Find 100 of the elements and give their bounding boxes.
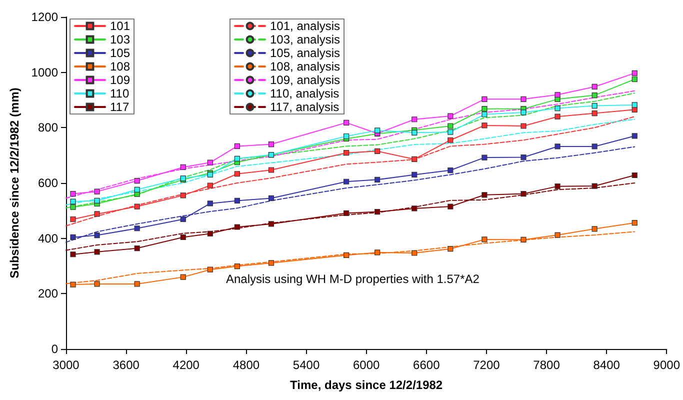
point bbox=[134, 186, 140, 192]
point bbox=[374, 250, 380, 256]
point bbox=[268, 221, 274, 227]
x-tick-label: 5400 bbox=[292, 358, 320, 372]
point bbox=[632, 220, 638, 226]
point bbox=[70, 282, 76, 288]
point bbox=[180, 164, 186, 170]
point bbox=[592, 110, 598, 116]
point bbox=[180, 234, 186, 240]
point bbox=[632, 76, 638, 82]
x-tick-label: 3000 bbox=[52, 358, 80, 372]
point bbox=[180, 192, 186, 198]
point bbox=[448, 167, 454, 174]
point bbox=[70, 216, 76, 222]
x-tick-label: 3600 bbox=[112, 358, 140, 372]
point bbox=[632, 70, 638, 76]
point bbox=[482, 122, 488, 128]
x-tick-label: 9000 bbox=[653, 358, 680, 372]
point bbox=[207, 200, 213, 206]
point bbox=[234, 156, 240, 162]
point bbox=[344, 210, 350, 216]
point bbox=[234, 263, 240, 270]
point bbox=[94, 281, 100, 287]
point bbox=[482, 106, 488, 112]
point bbox=[94, 232, 100, 238]
point bbox=[374, 128, 380, 134]
legend-label: 110, analysis bbox=[270, 86, 340, 100]
annotation: Analysis using WH M-D properties with 1.57*A2 bbox=[226, 272, 480, 286]
point bbox=[412, 206, 418, 212]
point bbox=[344, 178, 350, 184]
point bbox=[94, 198, 100, 204]
x-tick-label: 4200 bbox=[172, 358, 200, 372]
legend-label: 105 bbox=[110, 46, 130, 60]
point bbox=[134, 281, 140, 287]
y-tick-label: 1000 bbox=[31, 65, 58, 80]
legend-label: 117 bbox=[110, 100, 130, 114]
point bbox=[520, 154, 526, 160]
point bbox=[70, 204, 76, 210]
point bbox=[448, 123, 454, 129]
legend-label: 101 bbox=[110, 19, 130, 33]
point bbox=[268, 167, 274, 173]
point bbox=[482, 192, 488, 198]
point bbox=[554, 92, 560, 98]
y-tick-label: 0 bbox=[51, 342, 58, 356]
point bbox=[554, 114, 560, 120]
point bbox=[554, 144, 560, 150]
point bbox=[268, 195, 274, 202]
point bbox=[268, 141, 274, 148]
point bbox=[412, 172, 418, 178]
point bbox=[344, 120, 350, 126]
point bbox=[520, 110, 526, 116]
point bbox=[520, 190, 526, 197]
point bbox=[234, 171, 240, 177]
x-tick-label: 7200 bbox=[473, 358, 500, 372]
point bbox=[632, 133, 638, 139]
point bbox=[554, 184, 560, 190]
y-tick-label: 1200 bbox=[31, 10, 58, 24]
legend-label: 103, analysis bbox=[270, 32, 340, 46]
point bbox=[482, 236, 488, 242]
point bbox=[448, 113, 454, 119]
point bbox=[344, 252, 350, 258]
point bbox=[234, 198, 240, 204]
x-tick-label: 6000 bbox=[352, 358, 380, 372]
point bbox=[344, 133, 350, 140]
point bbox=[234, 224, 240, 230]
point bbox=[482, 96, 488, 102]
x-tick-label: 6600 bbox=[413, 358, 440, 372]
point bbox=[374, 148, 380, 154]
point bbox=[592, 183, 598, 189]
point bbox=[344, 150, 350, 156]
legend-label: 109 bbox=[110, 73, 130, 87]
point bbox=[207, 230, 213, 236]
legend-label: 103 bbox=[110, 32, 130, 46]
point bbox=[554, 232, 560, 238]
point bbox=[207, 266, 213, 272]
point bbox=[180, 274, 186, 280]
point bbox=[592, 84, 598, 90]
y-tick-label: 600 bbox=[38, 176, 58, 190]
point bbox=[94, 211, 100, 217]
point bbox=[448, 137, 454, 143]
point bbox=[412, 250, 418, 256]
point bbox=[70, 234, 76, 240]
point bbox=[207, 182, 213, 188]
y-tick-label: 400 bbox=[38, 231, 58, 246]
x-tick-label: 4800 bbox=[232, 358, 260, 372]
point bbox=[520, 123, 526, 129]
point bbox=[482, 112, 488, 118]
point bbox=[632, 172, 638, 178]
x-tick-label: 8400 bbox=[593, 358, 620, 372]
point bbox=[592, 92, 598, 98]
point bbox=[448, 246, 454, 252]
point bbox=[448, 204, 454, 210]
point bbox=[70, 190, 76, 197]
point bbox=[554, 106, 560, 112]
legend-label: 108 bbox=[110, 60, 130, 74]
x-tick-label: 7800 bbox=[533, 358, 560, 372]
point bbox=[592, 226, 598, 232]
legend-label: 117, analysis bbox=[270, 100, 340, 114]
point bbox=[632, 102, 638, 108]
legend-label: 105, analysis bbox=[270, 46, 340, 60]
